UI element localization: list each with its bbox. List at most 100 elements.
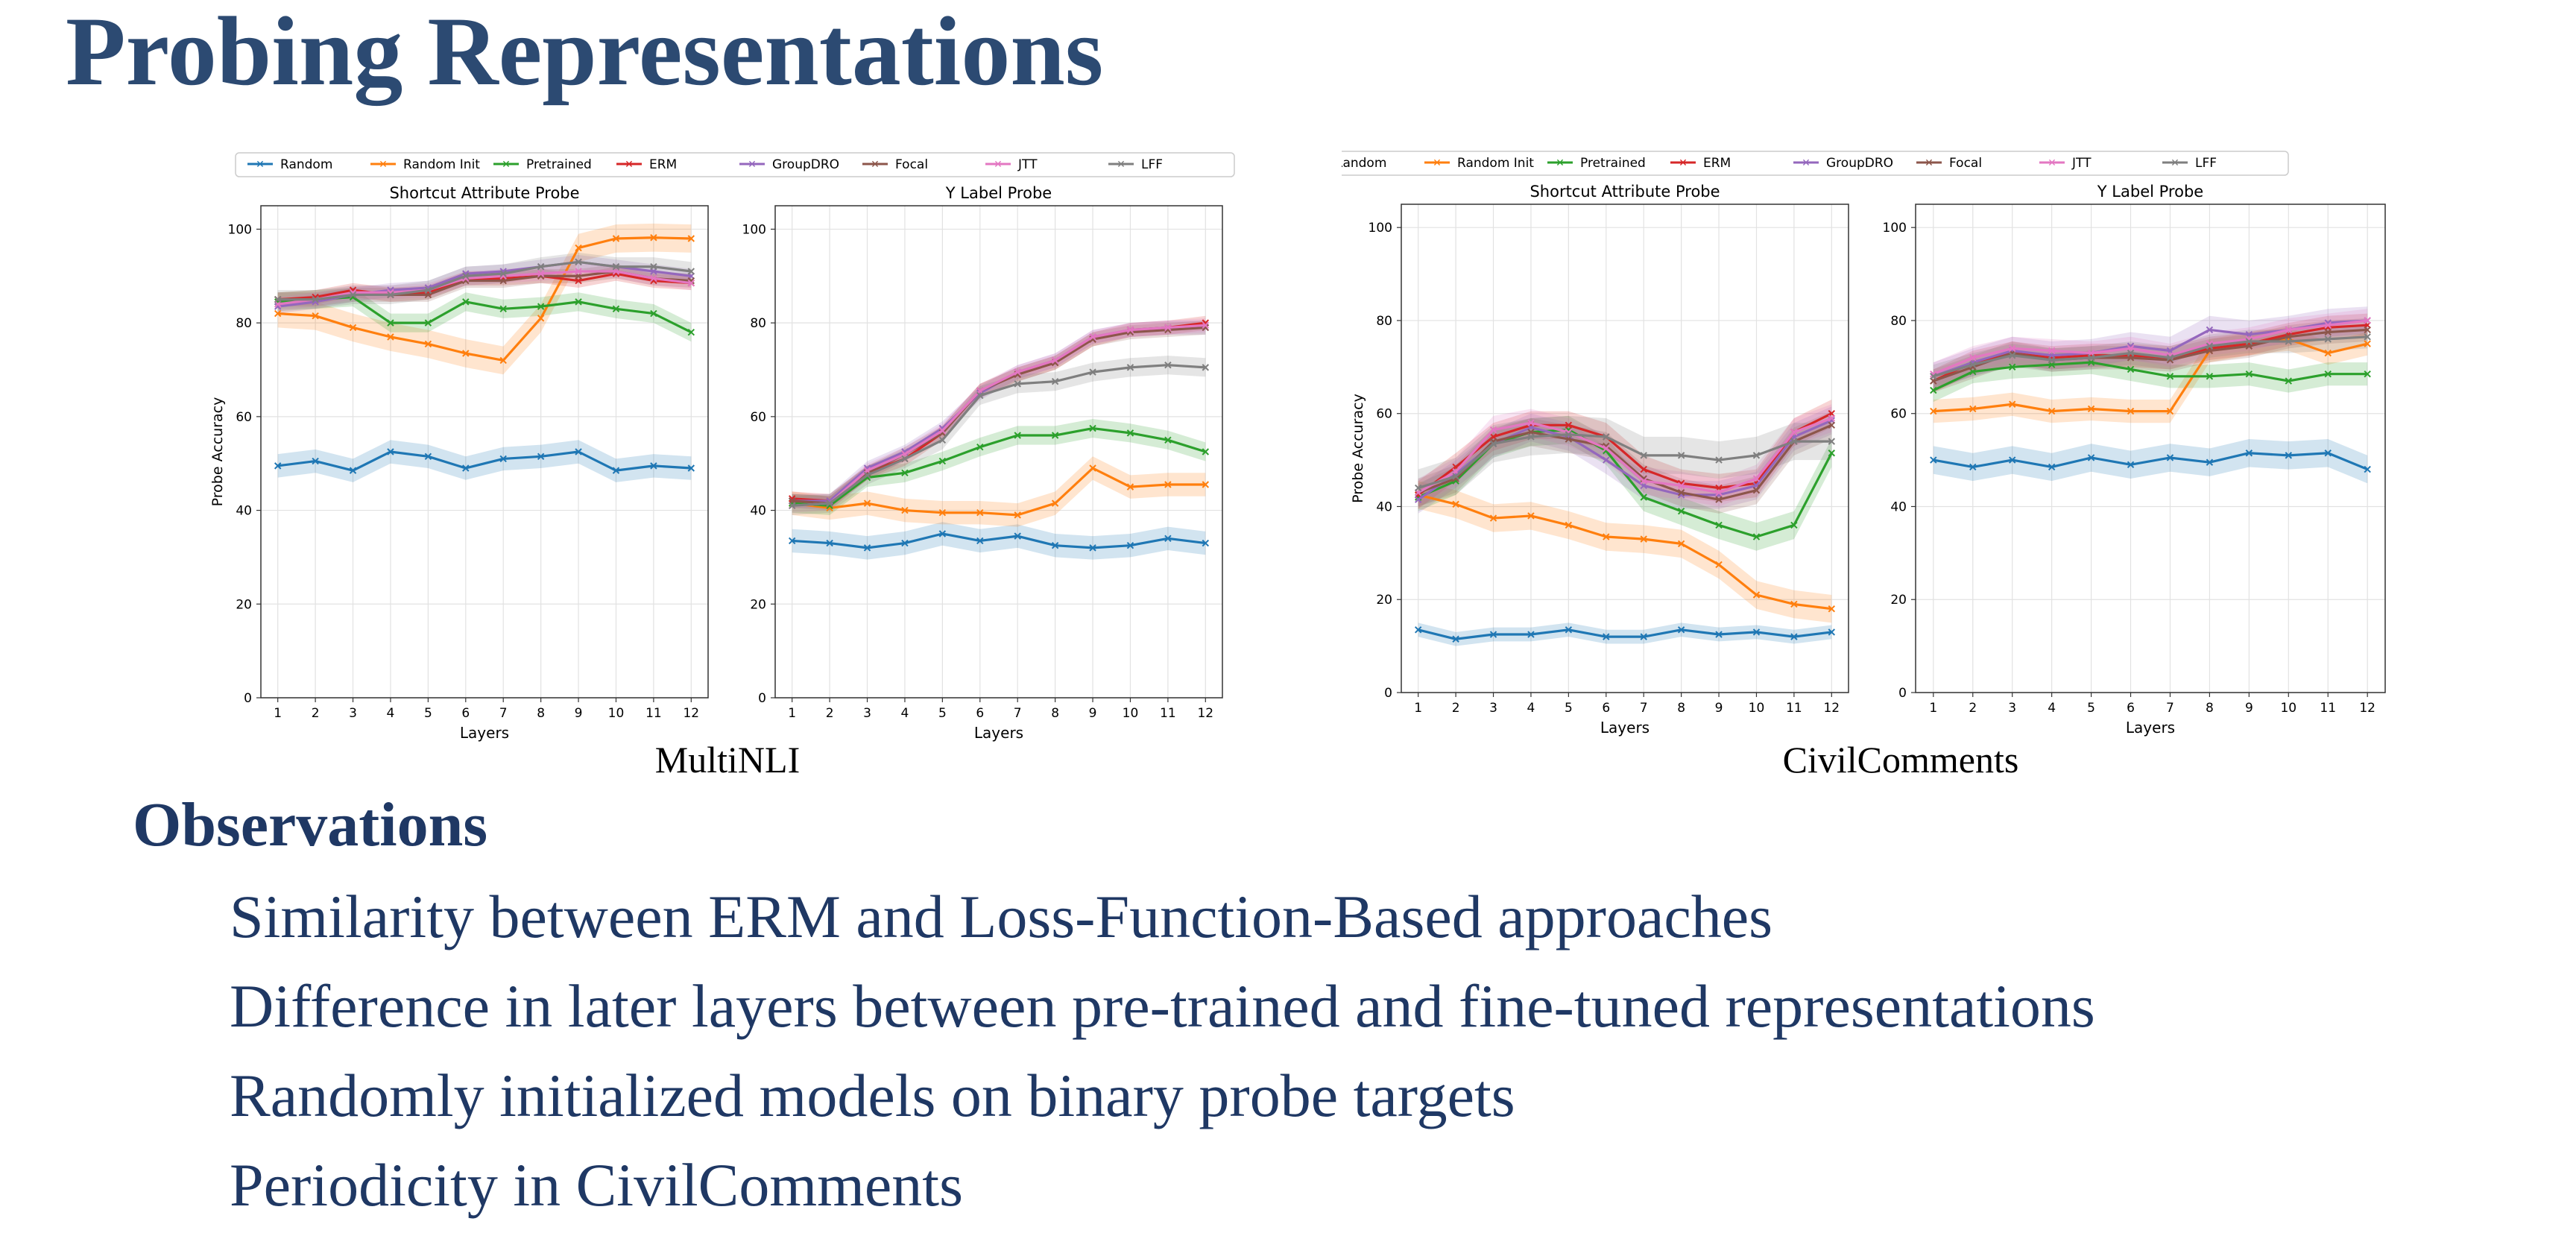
data-point-jtt bbox=[575, 268, 582, 275]
data-point-lff bbox=[462, 272, 470, 280]
data-point-jtt bbox=[938, 427, 947, 435]
legend-label-groupdro: GroupDRO bbox=[1826, 156, 1893, 171]
y-tick-label: 80 bbox=[1376, 314, 1392, 329]
data-point-random bbox=[1828, 628, 1836, 636]
data-point-lff bbox=[2008, 352, 2016, 359]
series-line-erm bbox=[1417, 412, 1833, 496]
chart-title: Shortcut Attribute Probe bbox=[389, 184, 579, 202]
x-tick-label: 4 bbox=[387, 706, 395, 721]
data-point-random bbox=[788, 537, 796, 545]
x-tick-label: 11 bbox=[1160, 706, 1176, 721]
data-point-jtt bbox=[1603, 444, 1610, 453]
data-point-pretrained bbox=[2127, 365, 2135, 373]
series-line-pretrained bbox=[1933, 361, 2368, 391]
legend-marker-pretrained: ✕ bbox=[1556, 157, 1565, 169]
x-tick-label: 6 bbox=[461, 706, 470, 721]
series-band-groupdro bbox=[277, 255, 692, 314]
series-line-lff bbox=[277, 260, 692, 301]
data-point-jtt bbox=[1489, 426, 1497, 434]
observations-heading: Observations bbox=[133, 790, 488, 860]
data-point-pretrained bbox=[2008, 363, 2016, 371]
data-point-pretrained bbox=[1126, 429, 1134, 437]
legend-label-random: Random bbox=[1342, 156, 1386, 171]
legend-label-erm: ERM bbox=[649, 157, 677, 172]
data-point-jtt bbox=[1126, 326, 1134, 334]
series-line-pretrained bbox=[792, 426, 1206, 507]
figure-caption-civilcomments: CivilComments bbox=[1782, 739, 2019, 781]
data-point-lff bbox=[387, 291, 394, 299]
legend-marker-groupdro: ✕ bbox=[748, 159, 757, 171]
x-tick-label: 11 bbox=[645, 706, 662, 721]
data-point-jtt bbox=[1969, 354, 1977, 362]
legend-label-groupdro: GroupDRO bbox=[772, 157, 839, 172]
data-point-jtt bbox=[1089, 333, 1096, 341]
series-line-random-init bbox=[792, 467, 1206, 517]
legend-marker-focal: ✕ bbox=[1925, 157, 1933, 169]
x-tick-label: 8 bbox=[1677, 701, 1685, 716]
data-point-focal bbox=[1715, 496, 1723, 503]
data-point-lff bbox=[863, 471, 871, 479]
data-point-random bbox=[1414, 626, 1422, 634]
x-tick-label: 5 bbox=[1565, 701, 1573, 716]
data-point-random-init bbox=[387, 333, 394, 341]
x-tick-label: 2 bbox=[1969, 701, 1977, 716]
x-tick-label: 12 bbox=[1823, 701, 1840, 716]
data-point-jtt bbox=[537, 270, 545, 277]
data-point-pretrained bbox=[650, 309, 657, 318]
series-line-lff bbox=[1418, 433, 1832, 490]
data-point-lff bbox=[2166, 354, 2174, 362]
legend-label-focal: Focal bbox=[1949, 156, 1982, 171]
data-point-pretrained bbox=[1677, 508, 1685, 515]
x-tick-label: 3 bbox=[2008, 701, 2016, 716]
data-point-random-init bbox=[1202, 481, 1210, 488]
x-tick-label: 2 bbox=[312, 706, 320, 721]
data-point-groupdro bbox=[1414, 496, 1422, 503]
observation-item: Similarity between ERM and Loss-Function… bbox=[230, 883, 1773, 950]
data-point-lff bbox=[650, 263, 657, 271]
data-point-pretrained bbox=[424, 319, 432, 327]
data-point-lff bbox=[2206, 342, 2214, 350]
data-point-random-init bbox=[2324, 349, 2332, 357]
x-axis-label: Layers bbox=[1600, 719, 1650, 737]
data-point-random bbox=[1089, 544, 1096, 552]
data-point-random-init bbox=[499, 356, 507, 365]
x-tick-label: 12 bbox=[2359, 701, 2375, 716]
x-tick-label: 5 bbox=[424, 706, 432, 721]
x-tick-label: 1 bbox=[1929, 701, 1937, 716]
data-point-groupdro bbox=[2206, 326, 2214, 334]
plot-frame bbox=[1401, 204, 1849, 693]
data-point-random-init bbox=[976, 509, 984, 517]
data-point-pretrained bbox=[1164, 436, 1172, 444]
observation-item: Periodicity in CivilComments bbox=[230, 1151, 963, 1219]
data-point-random bbox=[1202, 539, 1210, 547]
x-tick-label: 12 bbox=[683, 706, 699, 721]
data-point-lff bbox=[1051, 378, 1059, 385]
data-point-random-init bbox=[1489, 514, 1497, 522]
data-point-random-init bbox=[575, 244, 582, 252]
y-axis-label: Probe Accuracy bbox=[209, 397, 226, 507]
x-tick-label: 7 bbox=[499, 706, 508, 721]
data-point-pretrained bbox=[2166, 373, 2174, 380]
y-tick-label: 60 bbox=[236, 410, 252, 425]
data-point-jtt bbox=[1715, 489, 1723, 496]
data-point-lff bbox=[2245, 338, 2253, 345]
data-point-random bbox=[2324, 450, 2332, 457]
x-tick-label: 3 bbox=[349, 706, 357, 721]
x-tick-label: 8 bbox=[2206, 701, 2214, 716]
series-band-pretrained bbox=[1418, 415, 1832, 551]
data-point-random bbox=[2127, 461, 2135, 469]
data-point-random-init bbox=[1715, 561, 1723, 569]
data-point-random-init bbox=[537, 315, 545, 322]
y-tick-label: 60 bbox=[750, 410, 766, 425]
data-point-lff bbox=[1715, 456, 1723, 464]
legend-label-random: Random bbox=[280, 157, 332, 172]
plot-frame bbox=[1915, 204, 2386, 693]
series-band-pretrained bbox=[1933, 350, 2368, 403]
x-tick-label: 7 bbox=[1640, 701, 1648, 716]
y-tick-label: 0 bbox=[244, 691, 252, 706]
x-tick-label: 5 bbox=[2087, 701, 2095, 716]
data-point-random-init bbox=[1089, 464, 1096, 472]
x-tick-label: 2 bbox=[1452, 701, 1460, 716]
data-point-random-init bbox=[612, 235, 620, 242]
